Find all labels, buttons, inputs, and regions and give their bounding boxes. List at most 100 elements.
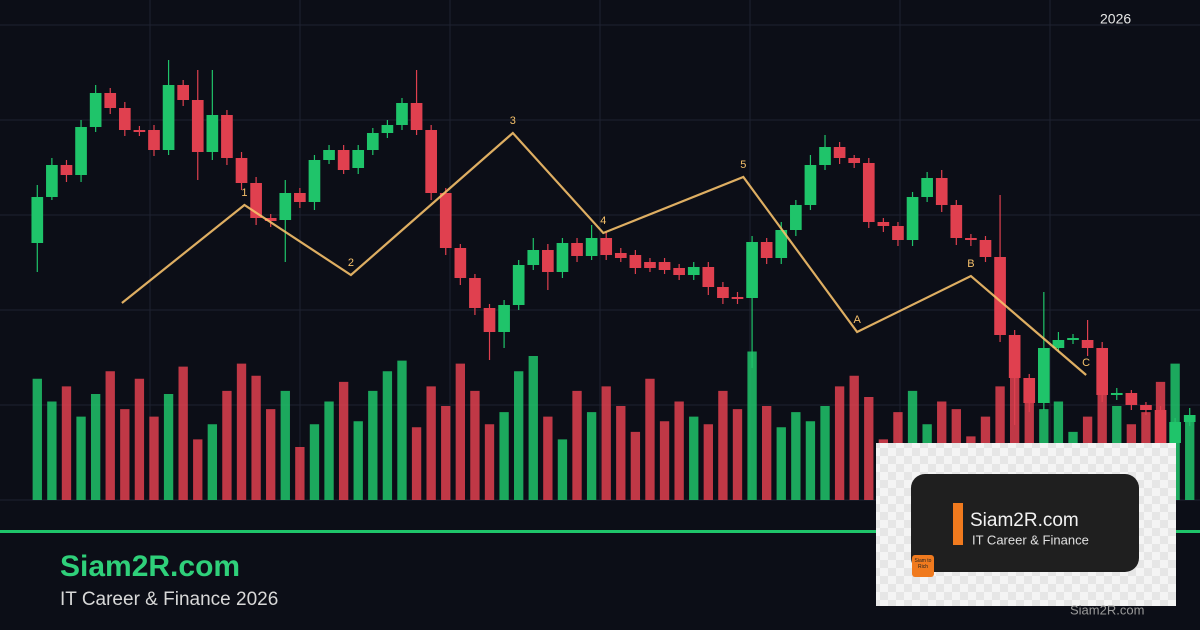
candle-body: [833, 147, 846, 158]
candle-body: [614, 253, 627, 258]
wave-label: 2: [348, 257, 354, 269]
candle-body: [89, 93, 102, 127]
candle-body: [1154, 410, 1167, 443]
candle-body: [731, 297, 744, 299]
logo-tagline: IT Career & Finance: [972, 532, 1089, 547]
candle-body: [352, 150, 365, 168]
candle-body: [337, 150, 350, 170]
candle-body: [396, 103, 408, 125]
candle-body: [206, 115, 219, 152]
plot: 1 2 3 4 5 A B C: [31, 60, 1196, 500]
candle-body: [804, 165, 817, 205]
candle-body: [1023, 378, 1036, 403]
wave-label: 4: [600, 215, 606, 227]
candle-body: [1110, 393, 1123, 395]
candle-body: [75, 127, 87, 175]
logo-badge: Siam to Rich: [914, 558, 932, 570]
candle-body: [571, 243, 583, 256]
candle-body: [294, 193, 306, 202]
wave-label: 1: [241, 187, 247, 199]
candle-body: [483, 308, 496, 332]
candle-body: [191, 100, 204, 152]
candle-body: [1067, 338, 1079, 340]
candle-body: [454, 248, 467, 278]
candle-body: [979, 240, 992, 257]
candle-body: [906, 197, 919, 240]
candle-body: [60, 165, 73, 175]
wave-label: 3: [510, 115, 516, 127]
candle-body: [439, 193, 452, 248]
wave-label: A: [853, 314, 861, 326]
candle-body: [308, 160, 321, 202]
divider: [0, 530, 1200, 533]
wave-label: B: [967, 258, 974, 270]
candle-body: [717, 287, 729, 298]
wave-label: C: [1082, 357, 1090, 369]
candle-body: [673, 268, 685, 275]
logo: Siam2R.com IT Career & Finance Siam to R…: [876, 443, 1176, 606]
candle-body: [1052, 340, 1065, 348]
candle-body: [644, 262, 656, 268]
candle-body: [687, 267, 700, 275]
candle-body: [629, 255, 642, 268]
candle-body: [556, 243, 569, 272]
candle-body: [148, 130, 160, 150]
candle-body: [892, 226, 904, 240]
candle-body: [950, 205, 963, 238]
candle-body: [381, 125, 394, 133]
watermark: Siam2R.com: [1070, 602, 1144, 617]
candle-body: [935, 178, 948, 205]
candle-body: [702, 267, 715, 287]
candle-body: [469, 278, 481, 308]
candle-body: [221, 115, 233, 158]
brand-name: Siam2R.com: [60, 550, 240, 583]
candle-body: [1037, 348, 1050, 403]
candle-body: [1008, 335, 1021, 378]
candle-body: [921, 178, 933, 197]
candle-body: [512, 265, 525, 305]
candle-body: [31, 197, 44, 243]
candle-body: [264, 218, 277, 221]
candle-body: [527, 250, 540, 265]
candle-body: [658, 262, 671, 270]
candle-body: [1169, 422, 1181, 443]
candle-body: [46, 165, 58, 197]
candle-body: [279, 193, 292, 220]
candle-body: [104, 93, 117, 108]
wave-line: [121, 131, 1087, 376]
candle-body: [585, 238, 598, 256]
candle-body: [600, 238, 613, 255]
candle-body: [498, 305, 510, 332]
candle-body: [848, 158, 861, 163]
wave-label: 5: [740, 159, 746, 171]
candle-body: [877, 222, 890, 226]
candle-body: [746, 242, 758, 298]
candle-body: [965, 238, 977, 240]
logo-name: Siam2R.com: [970, 510, 1079, 531]
candle-body: [323, 150, 335, 160]
candle-body: [410, 103, 423, 130]
candle-body: [250, 183, 262, 218]
candle-body: [1096, 348, 1109, 395]
candle-body: [790, 205, 802, 230]
candle-body: [1140, 405, 1152, 410]
candle-body: [760, 242, 773, 258]
year-label: 2026: [1100, 11, 1131, 27]
candle-body: [118, 108, 131, 130]
candle-body: [133, 130, 146, 132]
candle-body: [994, 257, 1006, 335]
candle-body: [862, 163, 875, 222]
candle-body: [235, 158, 248, 183]
candle-body: [1125, 393, 1138, 405]
candle-body: [1081, 340, 1094, 348]
candle-body: [366, 133, 379, 150]
candle-body: [1183, 415, 1196, 422]
brand-tagline: IT Career & Finance 2026: [60, 589, 278, 610]
candle-body: [162, 85, 175, 150]
candle-body: [177, 85, 190, 100]
candle-body: [819, 147, 831, 165]
candle-body: [542, 250, 554, 272]
candle-body: [425, 130, 437, 193]
candle-body: [775, 230, 788, 258]
